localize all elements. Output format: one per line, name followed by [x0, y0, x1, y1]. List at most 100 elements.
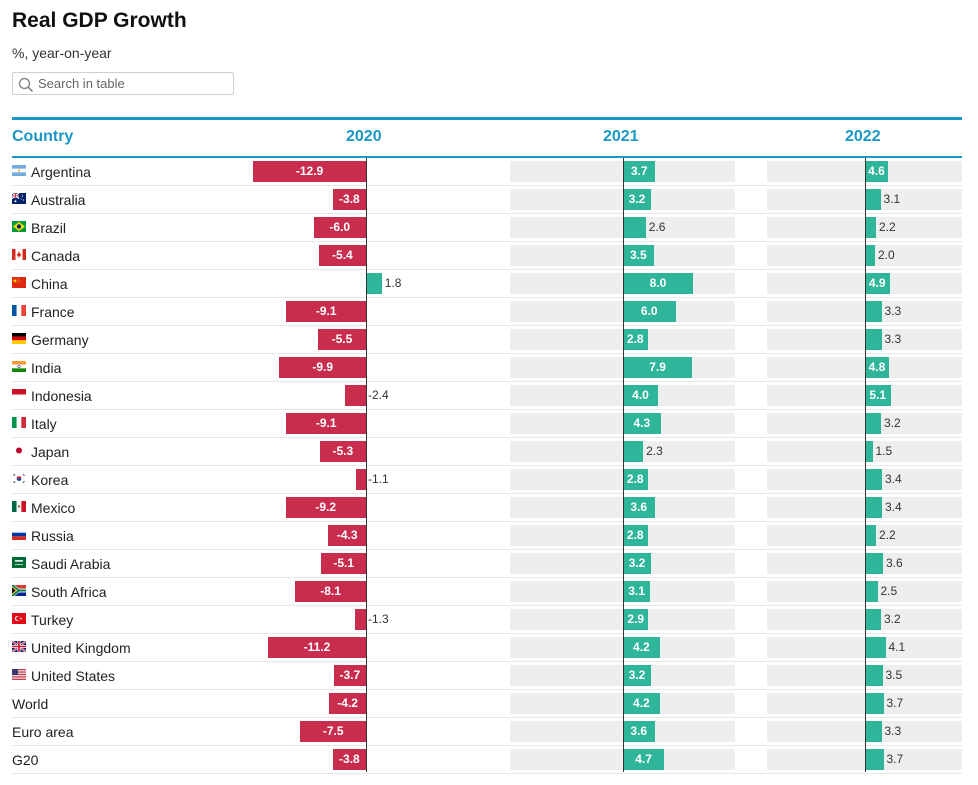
table-row: South Africa -8.1 3.1 2.5 [0, 578, 978, 606]
value-label-2020-turkey: -1.3 [368, 612, 389, 626]
bar-2022-indonesia [865, 385, 891, 406]
country-name-g20: G20 [12, 752, 39, 768]
bar-2022-world [865, 693, 884, 714]
bar-2020-south-africa [295, 581, 366, 602]
bar-2021-russia [623, 525, 648, 546]
bar-2021-india [623, 357, 693, 378]
united-states-flag-icon [12, 669, 26, 680]
country-name-euro-area: Euro area [12, 724, 74, 740]
column-header-2022[interactable]: 2022 [845, 128, 881, 145]
value-label-2022-mexico: 3.4 [885, 500, 902, 514]
bar-track-2021 [510, 441, 735, 462]
value-label-2020-united-states: -3.7 [339, 668, 361, 682]
bar-2022-japan [865, 441, 873, 462]
bar-2022-argentina [865, 161, 888, 182]
value-label-2021-g20: 4.7 [635, 752, 652, 766]
country-name-russia: Russia [31, 528, 74, 544]
bar-2020-argentina [253, 161, 366, 182]
bar-2021-japan [623, 441, 644, 462]
bar-2020-turkey [354, 609, 366, 630]
bar-2021-united-kingdom [623, 637, 660, 658]
table-row: France -9.1 6.0 3.3 [0, 298, 978, 326]
value-label-2021-france: 6.0 [640, 304, 658, 318]
country-name-italy: Italy [31, 416, 57, 432]
country-name-mexico: Mexico [31, 500, 76, 516]
value-label-2022-south-africa: 2.5 [880, 584, 898, 598]
bar-2021-euro-area [623, 721, 655, 742]
row-divider [12, 465, 962, 466]
value-label-2022-canada: 2.0 [878, 248, 895, 262]
country-name-korea: Korea [31, 472, 69, 488]
country-name-australia: Australia [31, 192, 86, 208]
argentina-flag-icon [12, 165, 26, 176]
bar-track-2022 [767, 161, 962, 182]
table-row: Indonesia -2.4 4.0 5.1 [0, 382, 978, 410]
country-name-argentina: Argentina [31, 164, 91, 180]
germany-flag-icon [12, 333, 26, 344]
row-divider [12, 773, 962, 774]
saudi-arabia-flag-icon [12, 557, 26, 568]
value-label-2022-china: 4.9 [868, 276, 886, 290]
bar-2020-russia [328, 525, 366, 546]
column-header-country[interactable]: Country [12, 128, 74, 145]
country-name-united-kingdom: United Kingdom [31, 640, 131, 656]
bar-track-2021 [510, 581, 735, 602]
row-divider [12, 185, 962, 186]
value-label-2020-india: -9.9 [312, 360, 334, 374]
bar-track-2022 [767, 385, 962, 406]
value-label-2021-indonesia: 4.0 [632, 388, 649, 402]
bar-2020-united-states [333, 665, 366, 686]
value-label-2020-italy: -9.1 [315, 416, 337, 430]
bar-2021-france [623, 301, 676, 322]
bar-2020-euro-area [300, 721, 366, 742]
bar-track-2022 [767, 217, 962, 238]
bar-2022-india [865, 357, 889, 378]
value-label-2021-world: 4.2 [633, 696, 650, 710]
bar-track-2021 [510, 609, 735, 630]
bar-track-2021 [510, 637, 735, 658]
table-row: United Kingdom -11.2 4.2 4.1 [0, 634, 978, 662]
value-label-2020-world: -4.2 [337, 696, 358, 710]
search-input[interactable] [38, 75, 228, 92]
bar-2020-italy [286, 413, 366, 434]
bar-track-2021 [510, 413, 735, 434]
brazil-flag-icon [12, 221, 26, 232]
row-divider [12, 549, 962, 550]
value-label-2022-indonesia: 5.1 [869, 388, 887, 402]
bar-2020-india [279, 357, 366, 378]
bar-track-2021 [510, 385, 735, 406]
bar-2022-saudi-arabia [865, 553, 883, 574]
bar-2021-korea [623, 469, 648, 490]
bar-2020-china [366, 273, 382, 294]
country-name-turkey: Turkey [31, 612, 74, 628]
value-label-2021-italy: 4.3 [633, 416, 651, 430]
value-label-2022-united-states: 3.5 [885, 668, 903, 682]
bar-2020-canada [318, 245, 366, 266]
value-label-2022-australia: 3.1 [883, 192, 901, 206]
table-row: Mexico -9.2 3.6 3.4 [0, 494, 978, 522]
row-divider [12, 717, 962, 718]
bar-track-2021 [510, 497, 735, 518]
value-label-2021-india: 7.9 [649, 360, 666, 374]
row-divider [12, 521, 962, 522]
page-title: Real GDP Growth [12, 9, 187, 32]
turkey-flag-icon [12, 613, 26, 624]
value-label-2022-japan: 1.5 [875, 444, 893, 458]
bar-2020-g20 [332, 749, 366, 770]
bar-2022-france [865, 301, 882, 322]
bar-2022-g20 [865, 749, 884, 770]
china-flag-icon [12, 277, 26, 288]
search-box[interactable] [12, 72, 234, 95]
column-header-2020[interactable]: 2020 [346, 128, 382, 145]
bar-2020-australia [332, 189, 366, 210]
bar-track-2021 [510, 665, 735, 686]
column-header-2021[interactable]: 2021 [603, 128, 639, 145]
bar-2021-world [623, 693, 660, 714]
zero-axis-2020 [366, 158, 367, 772]
bar-2020-indonesia [345, 385, 366, 406]
value-label-2021-saudi-arabia: 3.2 [628, 556, 646, 570]
row-divider [12, 325, 962, 326]
bar-2021-brazil [623, 217, 646, 238]
value-label-2021-mexico: 3.6 [630, 500, 648, 514]
bar-track-2022 [767, 637, 962, 658]
